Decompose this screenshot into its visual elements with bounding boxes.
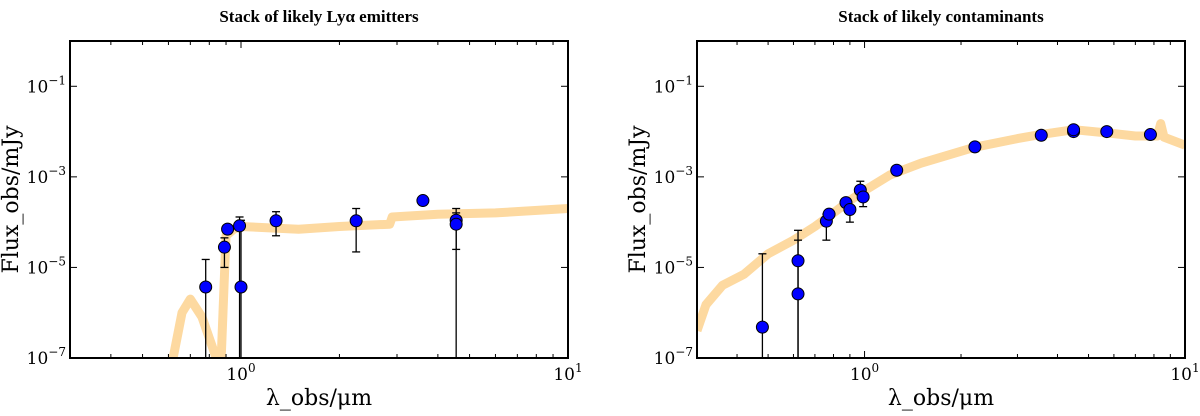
y-tick-label: 10−7 xyxy=(654,345,693,369)
data-point xyxy=(791,254,805,268)
tick-base: 10 xyxy=(27,77,49,97)
y-tick-label: 10−3 xyxy=(27,164,66,188)
data-point xyxy=(1100,125,1114,139)
data-point xyxy=(234,280,248,294)
y-tick-label: 10−1 xyxy=(27,73,66,97)
x-tick-label: 100 xyxy=(226,361,255,385)
data-point xyxy=(755,320,769,334)
data-point xyxy=(449,217,463,231)
tick-exponent: 0 xyxy=(248,361,256,375)
tick-exponent: −7 xyxy=(675,345,693,359)
tick-base: 10 xyxy=(654,349,676,369)
data-point xyxy=(221,222,235,236)
tick-exponent: −5 xyxy=(48,254,66,268)
tick-base: 10 xyxy=(553,365,575,385)
chart-title: Stack of likely Lyα emitters xyxy=(219,7,419,26)
data-point xyxy=(843,203,857,217)
tick-exponent: −5 xyxy=(675,254,693,268)
tick-exponent: −1 xyxy=(48,73,66,87)
data-point xyxy=(1067,123,1081,137)
tick-exponent: −3 xyxy=(48,164,66,178)
tick-exponent: −3 xyxy=(675,164,693,178)
data-point xyxy=(217,240,231,254)
model-sed-line xyxy=(697,119,1185,333)
tick-exponent: 0 xyxy=(872,361,880,375)
data-point xyxy=(890,163,904,177)
data-point xyxy=(1143,128,1157,142)
tick-base: 10 xyxy=(226,365,248,385)
x-axis-label: λ_obs/μm xyxy=(888,386,994,411)
tick-base: 10 xyxy=(1170,365,1192,385)
x-tick-label: 101 xyxy=(1170,361,1199,385)
y-axis-label: Flux_obs/mJy xyxy=(0,125,24,274)
x-tick-label: 101 xyxy=(553,361,582,385)
tick-base: 10 xyxy=(27,168,49,188)
tick-base: 10 xyxy=(654,168,676,188)
data-point xyxy=(822,207,836,221)
axes-frame xyxy=(69,40,569,359)
tick-exponent: −7 xyxy=(48,345,66,359)
data-point xyxy=(1034,128,1048,142)
y-tick-label: 10−1 xyxy=(654,73,693,97)
y-tick-label: 10−5 xyxy=(27,254,66,278)
y-axis-label: Flux_obs/mJy xyxy=(626,125,651,274)
tick-exponent: 1 xyxy=(1192,361,1200,375)
tick-base: 10 xyxy=(850,365,872,385)
tick-base: 10 xyxy=(27,349,49,369)
y-tick-label: 10−5 xyxy=(654,254,693,278)
y-tick-label: 10−3 xyxy=(654,164,693,188)
chart-title: Stack of likely contaminants xyxy=(838,7,1044,26)
tick-base: 10 xyxy=(654,77,676,97)
y-tick-label: 10−7 xyxy=(27,345,66,369)
data-point xyxy=(349,214,363,228)
data-point xyxy=(968,140,982,154)
tick-base: 10 xyxy=(654,258,676,278)
tick-base: 10 xyxy=(27,258,49,278)
data-point xyxy=(856,190,870,204)
tick-exponent: −1 xyxy=(675,73,693,87)
tick-exponent: 1 xyxy=(575,361,583,375)
x-axis-label: λ_obs/μm xyxy=(266,386,372,411)
data-point xyxy=(416,194,430,208)
x-tick-label: 100 xyxy=(850,361,879,385)
data-point xyxy=(269,214,283,228)
data-point xyxy=(199,280,213,294)
data-point xyxy=(791,287,805,301)
axes-frame xyxy=(696,40,1186,359)
data-point xyxy=(233,219,247,233)
